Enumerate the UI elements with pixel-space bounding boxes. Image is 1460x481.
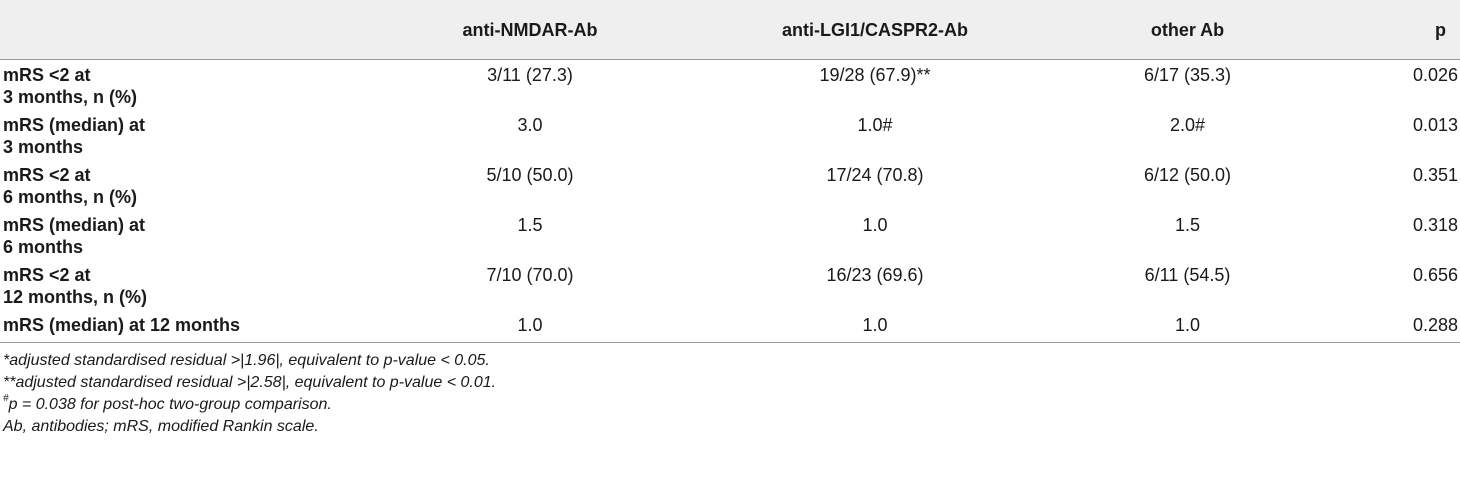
header-label-column [0, 0, 385, 60]
cell-anti-lgi1-caspr2: 1.0 [862, 215, 888, 235]
cell-other-ab: 1.0 [1174, 315, 1201, 335]
cell-anti-nmdar: 1.0 [517, 315, 543, 335]
outcome-table: anti-NMDAR-Ab anti-LGI1/CASPR2-Ab other … [0, 0, 1460, 343]
row-label-line1: mRS <2 at [3, 165, 91, 185]
table-row: mRS (median) at 12 months 1.0 1.0 1.0 0.… [0, 310, 1460, 343]
row-label-line2: 3 months [3, 137, 84, 157]
header-anti-lgi1-caspr2: anti-LGI1/CASPR2-Ab [781, 19, 968, 40]
row-label: mRS (median) at 6 months [0, 210, 385, 260]
cell-p-value: 0.351 [1412, 165, 1458, 185]
results-table-container: anti-NMDAR-Ab anti-LGI1/CASPR2-Ab other … [0, 0, 1460, 438]
row-label-line2: 12 months, n (%) [3, 287, 148, 307]
row-label: mRS <2 at 12 months, n (%) [0, 260, 385, 310]
cell-p-value: 0.288 [1412, 315, 1458, 335]
header-p-value: p [1435, 19, 1446, 40]
cell-other-ab: 2.0# [1169, 115, 1206, 135]
table-body: mRS <2 at 3 months, n (%) 3/11 (27.3) 19… [0, 60, 1460, 343]
row-label-line1: mRS <2 at [3, 265, 91, 285]
row-label: mRS (median) at 12 months [0, 310, 385, 343]
cell-anti-lgi1-caspr2: 1.0 [862, 315, 888, 335]
cell-other-ab: 6/12 (50.0) [1143, 165, 1232, 185]
cell-anti-nmdar: 1.5 [517, 215, 543, 235]
footnote-residual-196: *adjusted standardised residual >|1.96|,… [3, 352, 490, 369]
table-footnotes: *adjusted standardised residual >|1.96|,… [0, 343, 1460, 438]
table-row: mRS <2 at 12 months, n (%) 7/10 (70.0) 1… [0, 260, 1460, 310]
cell-anti-nmdar: 3/11 (27.3) [487, 65, 573, 85]
footnote-abbreviations: Ab, antibodies; mRS, modified Rankin sca… [3, 418, 319, 435]
row-label: mRS <2 at 3 months, n (%) [0, 60, 385, 111]
footnote-post-hoc: #p = 0.038 for post-hoc two-group compar… [3, 392, 1460, 416]
row-label-line2: 3 months, n (%) [3, 87, 137, 107]
row-label-line1: mRS (median) at [3, 115, 146, 135]
footnote-post-hoc-text: p = 0.038 for post-hoc two-group compari… [8, 396, 332, 413]
cell-anti-nmdar: 5/10 (50.0) [486, 165, 574, 185]
cell-anti-nmdar: 7/10 (70.0) [486, 265, 574, 285]
cell-other-ab: 6/11 (54.5) [1144, 265, 1231, 285]
cell-anti-lgi1-caspr2: 17/24 (70.8) [826, 165, 924, 185]
table-header: anti-NMDAR-Ab anti-LGI1/CASPR2-Ab other … [0, 0, 1460, 60]
row-label-line1: mRS (median) at [3, 215, 146, 235]
table-row: mRS <2 at 6 months, n (%) 5/10 (50.0) 17… [0, 160, 1460, 210]
table-row: mRS <2 at 3 months, n (%) 3/11 (27.3) 19… [0, 60, 1460, 111]
table-row: mRS (median) at 6 months 1.5 1.0 1.5 0.3… [0, 210, 1460, 260]
cell-p-value: 0.318 [1412, 215, 1458, 235]
row-label-line2: 6 months, n (%) [3, 187, 137, 207]
row-label-line1: mRS (median) at 12 months [3, 315, 241, 335]
row-label-line1: mRS <2 at [3, 65, 91, 85]
cell-anti-lgi1-caspr2: 1.0# [857, 115, 893, 135]
cell-anti-lgi1-caspr2: 19/28 (67.9)** [819, 65, 931, 85]
cell-p-value: 0.013 [1412, 115, 1458, 135]
cell-p-value: 0.026 [1412, 65, 1458, 85]
header-anti-nmdar: anti-NMDAR-Ab [462, 19, 598, 40]
cell-anti-nmdar: 3.0 [517, 115, 543, 135]
header-row: anti-NMDAR-Ab anti-LGI1/CASPR2-Ab other … [0, 0, 1460, 60]
cell-anti-lgi1-caspr2: 16/23 (69.6) [826, 265, 924, 285]
cell-other-ab: 6/17 (35.3) [1143, 65, 1232, 85]
footnote-post-hoc-mark: # [3, 392, 9, 404]
cell-other-ab: 1.5 [1174, 215, 1201, 235]
cell-p-value: 0.656 [1412, 265, 1458, 285]
table-row: mRS (median) at 3 months 3.0 1.0# 2.0# 0… [0, 110, 1460, 160]
row-label-line2: 6 months [3, 237, 84, 257]
row-label: mRS <2 at 6 months, n (%) [0, 160, 385, 210]
footnote-residual-258: **adjusted standardised residual >|2.58|… [3, 374, 497, 391]
header-other-ab: other Ab [1150, 19, 1225, 40]
row-label: mRS (median) at 3 months [0, 110, 385, 160]
